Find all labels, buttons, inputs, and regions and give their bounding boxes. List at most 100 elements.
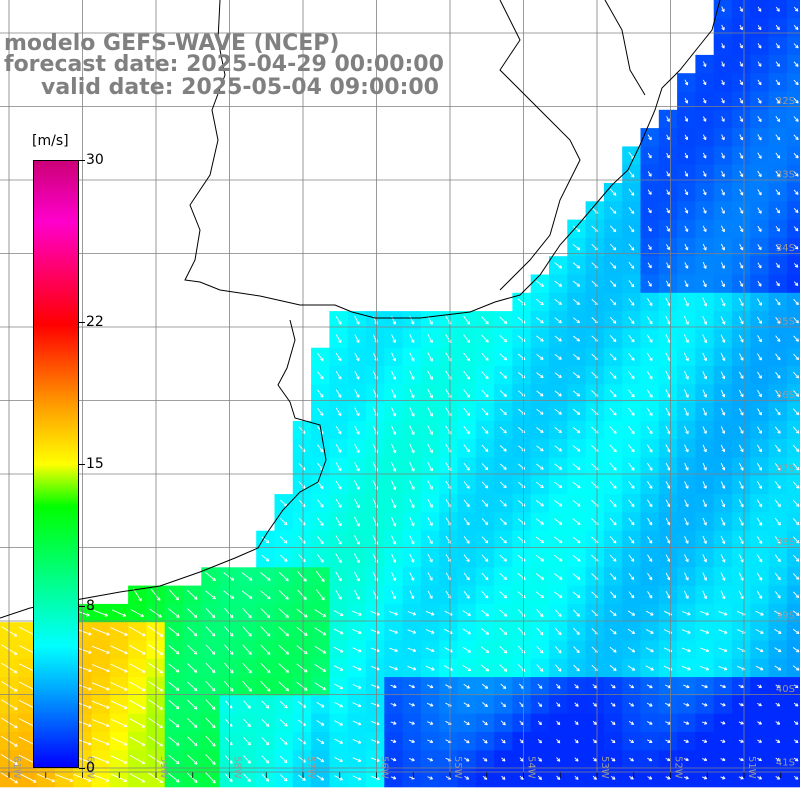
wind-arrow [260,626,271,637]
wind-arrow [792,628,800,634]
wind-arrow [720,535,726,544]
speed-cell [786,640,800,660]
wind-arrow [665,554,671,562]
wind-arrow [316,720,325,726]
wind-arrow [298,462,306,471]
wind-arrow [317,480,324,489]
speed-cell [786,713,800,733]
wind-arrow [645,629,654,634]
wind-arrow [572,225,581,232]
wind-arrow [775,207,780,214]
wind-arrow [646,684,653,689]
wind-arrow [775,298,781,306]
wind-arrow [482,702,488,707]
wind-arrow [333,628,344,635]
wind-arrow [481,554,489,562]
wind-arrow [572,463,581,470]
wind-arrow [738,353,744,361]
wind-arrow [554,573,563,580]
wind-arrow [739,116,743,122]
wind-arrow [370,665,380,671]
lon-label: 56W [379,756,390,779]
wind-arrow [92,755,110,764]
wind-arrow [536,427,544,433]
wind-arrow [317,444,324,453]
lat-label: 40S [776,684,795,695]
wind-arrow [720,334,726,343]
wind-arrow [91,627,110,636]
wind-arrow [683,352,689,362]
wind-arrow [720,499,725,508]
speed-cell [786,457,800,477]
wind-arrow [774,499,781,508]
wind-arrow [702,407,707,416]
wind-arrow [665,481,671,489]
wind-arrow [684,189,688,195]
wind-arrow [298,444,306,453]
wind-arrow [354,498,360,508]
wind-arrow [572,445,581,452]
wind-arrow [205,590,216,600]
wind-arrow [150,588,161,601]
wind-arrow [187,681,198,692]
speed-cell [786,219,800,239]
wind-arrow [554,298,562,305]
colorbar-tick-label: 0 [86,760,95,776]
wind-arrow [702,207,707,214]
lon-label: 55W [452,756,463,779]
wind-arrow [775,390,781,397]
wind-arrow [298,517,306,526]
wind-arrow [296,626,308,636]
wind-arrow [647,572,653,581]
wind-arrow [774,572,781,581]
lon-label: 52W [673,756,684,779]
wind-arrow [352,610,362,616]
wind-arrow [370,757,380,762]
wind-arrow [554,408,562,415]
wind-arrow [168,608,180,618]
wind-arrow [407,647,416,652]
wind-arrow [646,444,653,453]
wind-arrow [500,702,506,708]
speed-cell [786,36,800,56]
wind-arrow [702,371,707,380]
wind-arrow [462,610,471,616]
wind-arrow [298,481,306,489]
wind-arrow [609,554,617,562]
wind-arrow [482,738,488,744]
wind-arrow [463,683,470,689]
wind-arrow [721,134,725,141]
wind-arrow [110,627,128,636]
wind-arrow [573,646,580,654]
wind-arrow [298,426,306,434]
wind-arrow [665,370,671,380]
speed-cell [786,622,800,641]
wind-arrow [792,426,800,434]
wind-arrow [554,554,563,562]
forecast-date: forecast date: 2025-04-29 00:00:00 [4,52,444,77]
wind-arrow [647,152,652,159]
wind-arrow [407,629,416,634]
wind-arrow [316,738,325,744]
wind-arrow [335,371,342,380]
wind-arrow [499,554,507,562]
wind-arrow [427,757,433,762]
wind-arrow [148,772,163,783]
wind-arrow [702,590,707,599]
wind-arrow [354,407,360,417]
wind-arrow [647,536,653,544]
wind-arrow [684,481,689,489]
wind-arrow [739,280,744,287]
wind-arrow [426,702,434,707]
wind-arrow [316,775,324,781]
wind-arrow [683,315,689,325]
lon-label: 58W [232,756,243,779]
wind-arrow [647,134,652,141]
wind-arrow [187,644,198,655]
wind-arrow [646,389,653,398]
wind-arrow [168,645,180,655]
wind-arrow [335,517,342,527]
speed-cell [786,311,800,330]
wind-arrow [739,389,744,398]
wind-arrow [391,407,396,417]
